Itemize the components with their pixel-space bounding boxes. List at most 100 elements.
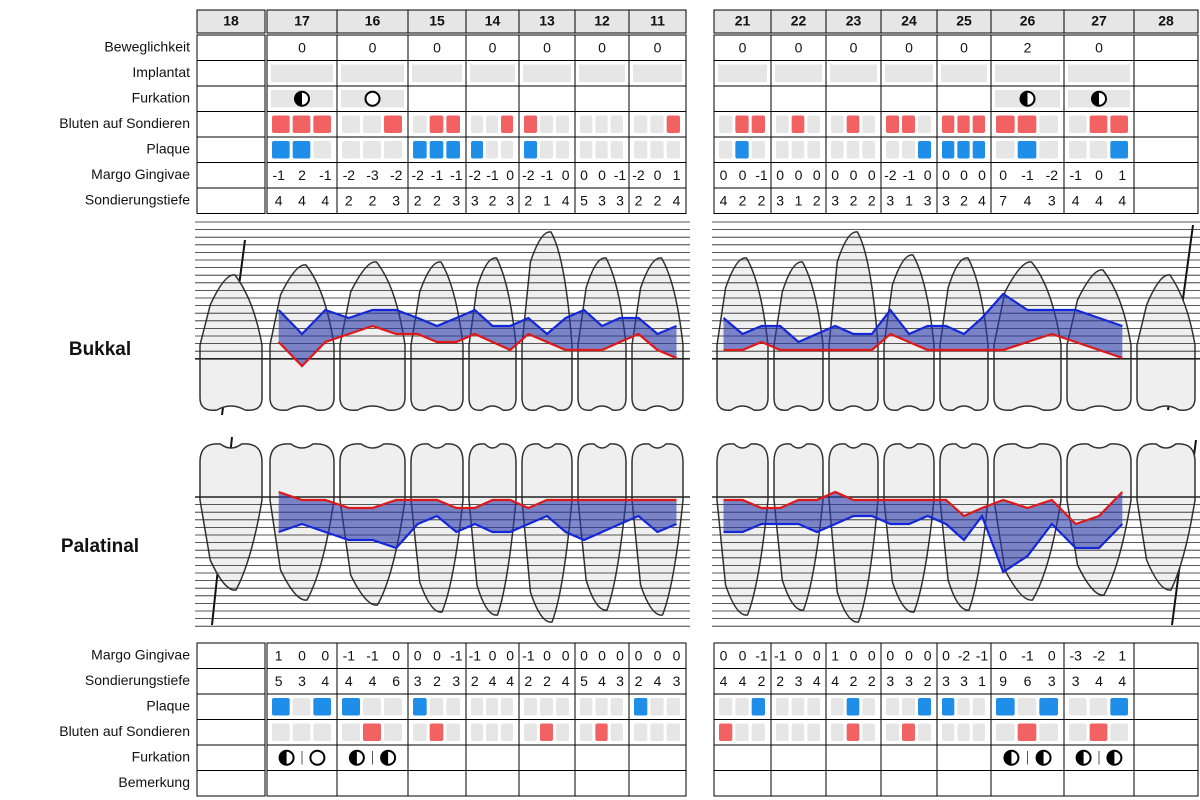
table-cell [407,187,467,214]
depth-value: 2 [850,673,858,689]
bleeding-site [313,115,331,133]
pocket-area [723,294,1123,358]
table-cell [1133,668,1199,695]
table-cell [1133,162,1199,189]
plaque-site [595,698,608,716]
depth-value: 3 [886,673,894,689]
table-cell [574,744,630,771]
plaque-site [1089,141,1108,159]
depth-value: 6 [392,673,400,689]
margin-value: -1 [469,647,482,663]
margin-value: 0 [886,647,894,663]
margin-value: 0 [850,167,858,183]
table-cell [825,668,882,695]
table-cell [713,642,772,669]
plaque-site [384,141,402,159]
row-label: Furkation [132,748,190,764]
row-label: Margo Gingivae [91,166,190,182]
bleeding-site [501,723,513,741]
table-cell [1063,642,1135,669]
table-cell [465,770,520,797]
depth-value: 3 [452,192,460,208]
plaque-site [292,141,311,159]
table-cell [196,187,266,214]
table-cell [196,668,266,695]
depth-value: 2 [654,192,662,208]
table-cell [628,85,687,112]
side-label: Bukkal [69,339,131,360]
plaque-site [313,698,331,716]
margin-value: -2 [390,167,403,183]
table-cell [770,162,827,189]
margin-value: 1 [673,167,681,183]
margin-value: -1 [1021,167,1034,183]
bleeding-site [610,115,623,133]
bleeding-site [556,723,569,741]
mobility-value: 0 [598,39,606,55]
margin-value: 0 [942,167,950,183]
plaque-site [972,141,985,159]
depth-value: 2 [758,192,766,208]
depth-value: 4 [1024,192,1032,208]
margin-value: -1 [319,167,332,183]
plaque-site [650,141,664,159]
margin-value: 0 [905,647,913,663]
plaque-site [556,698,569,716]
row-label: Bluten auf Sondieren [59,115,190,131]
table-cell [574,85,630,112]
bleeding-site [1110,115,1128,133]
bleeding-site [292,115,311,133]
margin-value: 0 [506,647,514,663]
depth-value: 6 [1024,673,1032,689]
bleeding-site [1017,723,1037,741]
tooth-number: 15 [429,13,445,29]
mobility-value: 0 [489,39,497,55]
margin-value: 0 [598,167,606,183]
depth-value: 2 [813,192,821,208]
table-cell [266,187,338,214]
plaque-site [1017,141,1037,159]
depth-value: 2 [369,192,377,208]
tooth [1136,443,1196,591]
plaque-site [751,141,765,159]
margin-value: 0 [720,647,728,663]
plaque-site [719,698,733,716]
margin-value: -2 [884,167,897,183]
implant-box [995,64,1060,82]
mobility-value: 0 [960,39,968,55]
plaque-site [942,141,955,159]
margin-value: -1 [343,647,356,663]
depth-value: 4 [1095,673,1103,689]
furcation-mark [364,90,381,107]
bleeding-site [524,115,537,133]
table-cell [880,85,938,112]
tooth-number: 28 [1158,13,1174,29]
table-cell [936,770,992,797]
table-cell [1063,34,1135,61]
margin-value: -1 [272,167,285,183]
margin-value: 0 [1095,167,1103,183]
margin-value: 0 [813,647,821,663]
furcation-fill [1036,750,1044,765]
table-cell [880,744,938,771]
table-cell [713,770,772,797]
table-cell [936,744,992,771]
depth-value: 3 [1048,192,1056,208]
margin-value: 0 [831,167,839,183]
table-cell [465,162,520,189]
depth-value: 3 [598,192,606,208]
plaque-site [846,698,860,716]
table-cell [990,34,1065,61]
plaque-site [292,698,311,716]
bleeding-site [384,115,402,133]
bleeding-site [429,115,444,133]
bleeding-site [776,723,789,741]
table-cell [266,770,338,797]
depth-value: 2 [489,192,497,208]
table-cell [1133,111,1199,138]
depth-value: 2 [776,673,784,689]
pocket-area [723,492,1123,572]
table-cell [628,744,687,771]
row-label: Implantat [132,64,190,80]
plaque-site [776,698,789,716]
